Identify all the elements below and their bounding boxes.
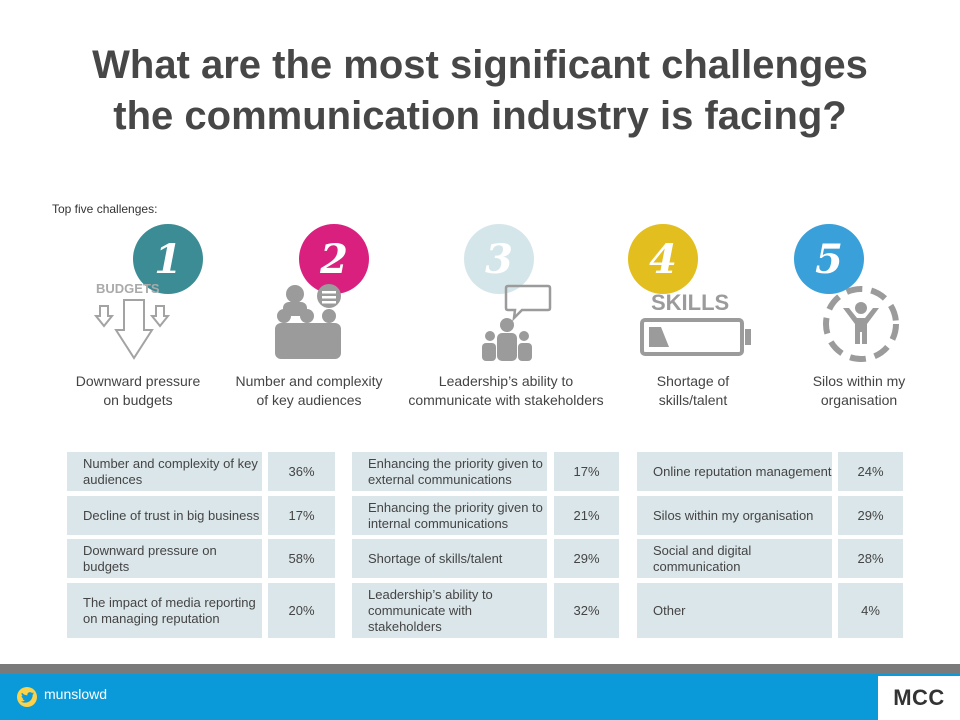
table-1-row-4-pct: 20%: [268, 583, 335, 638]
table-1-row-3-pct: 58%: [268, 539, 335, 578]
table-1-row-3-label: Downward pressure on budgets: [67, 539, 262, 578]
table-1-row-4-label: The impact of media reporting on managin…: [67, 583, 262, 638]
caption-4-line-1: Shortage of: [656, 373, 730, 389]
table-2-row-4-pct: 32%: [554, 583, 619, 638]
caption-3: Leadership’s ability to communicate with…: [396, 372, 616, 410]
audience-group-icon: [273, 282, 353, 367]
low-battery-icon: SKILLS: [639, 288, 755, 363]
isolated-person-icon: [819, 282, 903, 371]
table-1-row-2-pct: 17%: [268, 496, 335, 535]
twitter-bird-icon[interactable]: [17, 687, 37, 707]
table-3-row-3-label: Social and digital communication: [637, 539, 832, 578]
table-3-row-2-pct: 29%: [838, 496, 903, 535]
caption-1-line-2: on budgets: [103, 392, 173, 408]
budgets-icon-text: BUDGETS: [96, 282, 160, 296]
footer-band: [0, 674, 960, 720]
table-2-row-2-label: Enhancing the priority given to internal…: [352, 496, 547, 535]
challenge-3: 3 Leadership’s ability to communicate wi…: [398, 224, 618, 424]
footer-divider: [0, 664, 960, 674]
table-3-row-1-pct: 24%: [838, 452, 903, 491]
caption-5-line-1: Silos within my: [812, 373, 906, 389]
table-2-row-1-pct: 17%: [554, 452, 619, 491]
skills-icon-text: SKILLS: [651, 290, 729, 315]
table-2-row-1-label: Enhancing the priority given to external…: [352, 452, 547, 491]
title-line-2: the communication industry is facing?: [113, 94, 847, 138]
table-3-row-2-label: Silos within my organisation: [637, 496, 832, 535]
table-2-row-3-label: Shortage of skills/talent: [352, 539, 547, 578]
caption-3-line-1: Leadership’s ability to: [438, 373, 574, 389]
caption-3-line-2: communicate with stakeholders: [408, 392, 604, 408]
table-3-row-3-pct: 28%: [838, 539, 903, 578]
caption-5: Silos within my organisation: [749, 372, 960, 410]
number-badge-2: 2: [299, 224, 369, 294]
number-badge-4: 4: [628, 224, 698, 294]
number-badge-5: 5: [794, 224, 864, 294]
challenge-2: 2 Number and complexity of key audiences: [199, 224, 419, 424]
mcc-logo: MCC: [878, 676, 960, 720]
challenge-4: 4 SKILLS Shortage of skills/talent: [583, 224, 803, 424]
challenge-1: 1 BUDGETS Downward pressure on budgets: [28, 224, 248, 424]
caption-4: Shortage of skills/talent: [583, 372, 803, 410]
table-2-row-3-pct: 29%: [554, 539, 619, 578]
table-1-row-1-label: Number and complexity of key audiences: [67, 452, 262, 491]
caption-2-line-1: Number and complexity: [235, 373, 383, 389]
caption-5-line-2: organisation: [820, 392, 898, 408]
caption-4-line-2: skills/talent: [658, 392, 728, 408]
number-badge-1: 1: [133, 224, 203, 294]
challenge-5: 5 Silos within my organisation: [749, 224, 960, 424]
caption-1-line-1: Downward pressure: [75, 373, 201, 389]
title-line-1: What are the most significant challenges: [92, 43, 868, 87]
subtitle: Top five challenges:: [52, 202, 158, 216]
table-3-row-1-label: Online reputation management: [637, 452, 832, 491]
caption-2-line-2: of key audiences: [256, 392, 362, 408]
table-1-row-2-label: Decline of trust in big business: [67, 496, 262, 535]
budget-down-arrows-icon: BUDGETS: [93, 281, 184, 367]
table-3-row-4-pct: 4%: [838, 583, 903, 638]
leader-speech-icon: [480, 282, 552, 367]
caption-2: Number and complexity of key audiences: [199, 372, 419, 410]
table-2-row-4-label: Leadership’s ability to communicate with…: [352, 583, 547, 638]
page-title: What are the most significant challenges…: [0, 40, 960, 142]
twitter-handle[interactable]: munslowd: [44, 686, 108, 702]
table-3-row-4-label: Other: [637, 583, 832, 638]
caption-1: Downward pressure on budgets: [28, 372, 248, 410]
table-2-row-2-pct: 21%: [554, 496, 619, 535]
table-1-row-1-pct: 36%: [268, 452, 335, 491]
number-badge-3: 3: [464, 224, 534, 294]
